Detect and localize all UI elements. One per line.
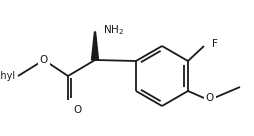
Text: F: F — [212, 39, 218, 49]
Text: O: O — [206, 93, 214, 103]
Text: O: O — [40, 55, 48, 65]
Polygon shape — [91, 32, 99, 60]
Text: methyl: methyl — [0, 71, 15, 81]
Text: NH$_2$: NH$_2$ — [103, 23, 124, 37]
Text: O: O — [73, 105, 81, 115]
